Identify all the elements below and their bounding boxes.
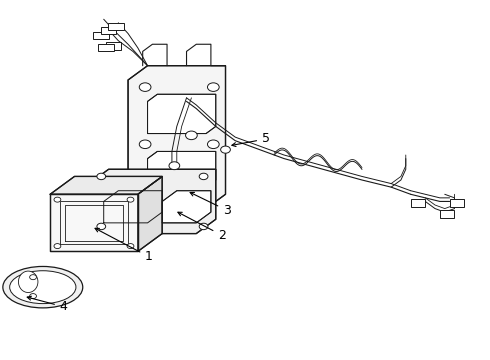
Circle shape <box>97 223 106 230</box>
Polygon shape <box>128 66 225 208</box>
Circle shape <box>199 223 208 230</box>
Ellipse shape <box>19 271 38 293</box>
Polygon shape <box>89 169 216 234</box>
Circle shape <box>30 294 36 298</box>
Circle shape <box>54 244 61 249</box>
Bar <box>101 27 116 34</box>
Circle shape <box>127 197 134 202</box>
Ellipse shape <box>10 271 76 303</box>
Bar <box>94 32 109 39</box>
Text: 5: 5 <box>232 132 270 147</box>
Polygon shape <box>147 152 216 187</box>
Circle shape <box>199 173 208 180</box>
Circle shape <box>30 275 36 280</box>
Ellipse shape <box>3 266 83 308</box>
Polygon shape <box>162 191 211 223</box>
Bar <box>108 23 123 30</box>
Bar <box>411 199 425 207</box>
Bar <box>106 42 121 50</box>
Circle shape <box>127 244 134 249</box>
Circle shape <box>139 83 151 91</box>
Bar <box>441 210 454 217</box>
Circle shape <box>207 140 219 149</box>
Polygon shape <box>50 176 162 194</box>
Polygon shape <box>138 176 162 251</box>
Circle shape <box>186 131 197 140</box>
Circle shape <box>220 146 230 153</box>
Circle shape <box>139 140 151 149</box>
Circle shape <box>207 83 219 91</box>
Circle shape <box>169 162 180 170</box>
Text: 1: 1 <box>95 228 153 263</box>
Text: 2: 2 <box>178 212 226 242</box>
Bar <box>450 199 464 207</box>
Polygon shape <box>104 191 162 223</box>
Text: 4: 4 <box>27 296 68 313</box>
Bar <box>98 44 114 51</box>
Text: 3: 3 <box>190 193 231 217</box>
Polygon shape <box>50 194 138 251</box>
Polygon shape <box>147 94 216 134</box>
Circle shape <box>97 173 106 180</box>
Circle shape <box>54 197 61 202</box>
